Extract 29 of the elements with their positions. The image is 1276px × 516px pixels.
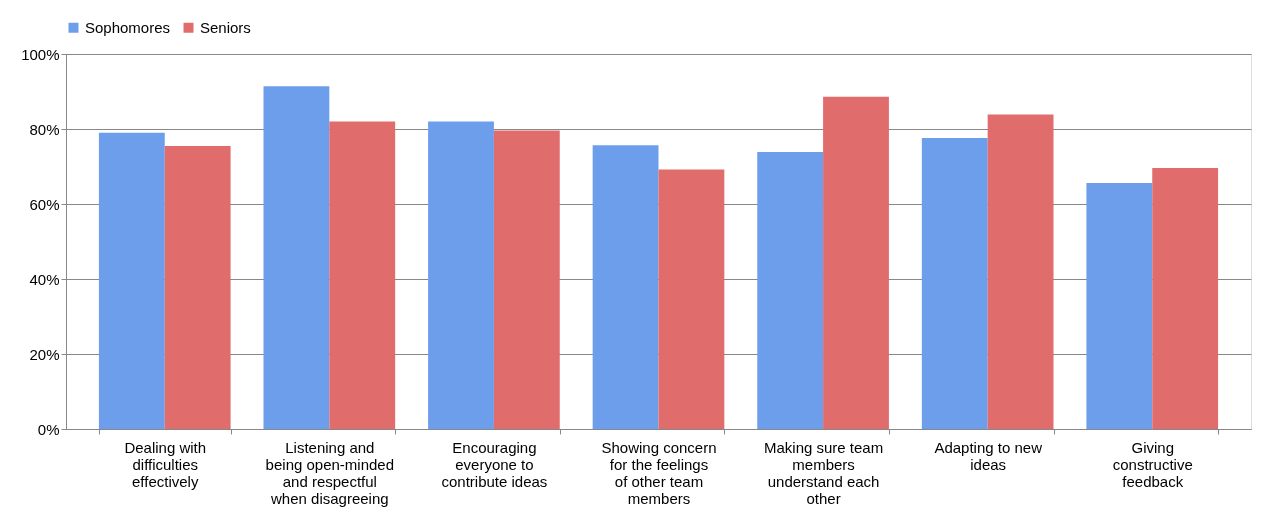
x-tick-label: Making sure team members understand each other xyxy=(763,438,884,507)
y-tick-label: 60% xyxy=(29,195,60,213)
bar xyxy=(658,169,725,429)
y-tick-label: 100% xyxy=(21,45,60,63)
bar xyxy=(329,121,396,429)
x-tick-label: Giving constructive feedback xyxy=(1112,438,1193,490)
y-tick-label: 80% xyxy=(29,120,60,138)
x-tick-label: Listening and being open-minded and respectful when disagreeing xyxy=(265,438,395,507)
bar xyxy=(757,151,824,429)
bar xyxy=(493,130,560,429)
y-tick-label: 0% xyxy=(37,420,60,438)
y-tick-label: 20% xyxy=(29,345,60,363)
bar xyxy=(823,96,889,429)
bar xyxy=(1152,168,1219,429)
bar xyxy=(98,132,165,429)
y-tick-label: 40% xyxy=(29,270,60,288)
bar xyxy=(921,138,988,429)
bar xyxy=(1086,183,1153,429)
x-tick-label: Showing concern for the feelings of other team members xyxy=(601,438,717,507)
legend-label: Seniors xyxy=(200,18,251,36)
bar xyxy=(592,145,659,429)
x-tick-label: Encouraging everyone to contribute ideas xyxy=(441,438,548,490)
x-tick-label: Adapting to new ideas xyxy=(934,438,1043,473)
bar xyxy=(164,145,231,429)
bar xyxy=(987,114,1054,429)
legend-label: Sophomores xyxy=(85,18,171,36)
x-tick-label: Dealing with difficulties effectively xyxy=(124,438,207,490)
bar xyxy=(428,121,494,429)
bar xyxy=(263,86,330,429)
